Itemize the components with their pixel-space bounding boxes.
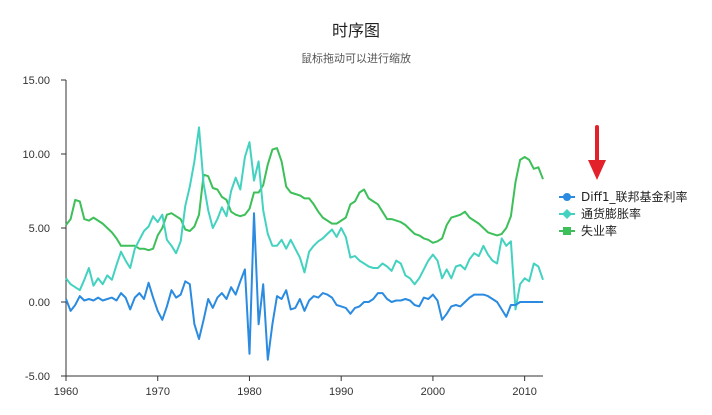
- y-tick-label: 15.00: [22, 75, 50, 87]
- legend-square-marker: [563, 227, 571, 235]
- red-arrow-annotation: [588, 125, 606, 180]
- y-axis: 15.00 10.00 5.00 0.00 -5.00: [22, 75, 67, 383]
- x-tick-label: 1970: [145, 386, 169, 398]
- series-line-1[interactable]: [65, 126, 544, 311]
- y-tick-label: -5.00: [25, 371, 50, 383]
- x-tick-label: 1960: [54, 386, 78, 398]
- legend-item-0[interactable]: Diff1_联邦基金利率: [559, 189, 687, 204]
- legend-item-1[interactable]: 通货膨胀率: [559, 206, 641, 221]
- y-tick-label: 5.00: [29, 223, 50, 235]
- chart-subtitle: 鼠标拖动可以进行缩放: [301, 51, 411, 65]
- series-line-0[interactable]: [65, 212, 543, 361]
- series-layer[interactable]: [65, 126, 544, 361]
- y-tick-label: 0.00: [29, 297, 50, 309]
- x-axis: 1960 1970 1980 1990 2000 2010: [54, 375, 543, 398]
- series-line-2[interactable]: [65, 147, 544, 252]
- y-tick-label: 10.00: [22, 149, 50, 161]
- x-tick-label: 1980: [237, 386, 261, 398]
- legend-diamond-marker: [562, 209, 572, 219]
- legend-item-2[interactable]: 失业率: [559, 223, 617, 238]
- legend-label: 通货膨胀率: [581, 206, 641, 221]
- legend-label: 失业率: [581, 223, 617, 238]
- x-tick-label: 1990: [329, 386, 353, 398]
- red-arrow-head: [588, 160, 606, 180]
- x-tick-label: 2000: [421, 386, 445, 398]
- legend-label: Diff1_联邦基金利率: [581, 189, 687, 204]
- x-tick-label: 2010: [512, 386, 536, 398]
- chart-title: 时序图: [332, 21, 380, 40]
- legend-circle-marker: [563, 193, 571, 201]
